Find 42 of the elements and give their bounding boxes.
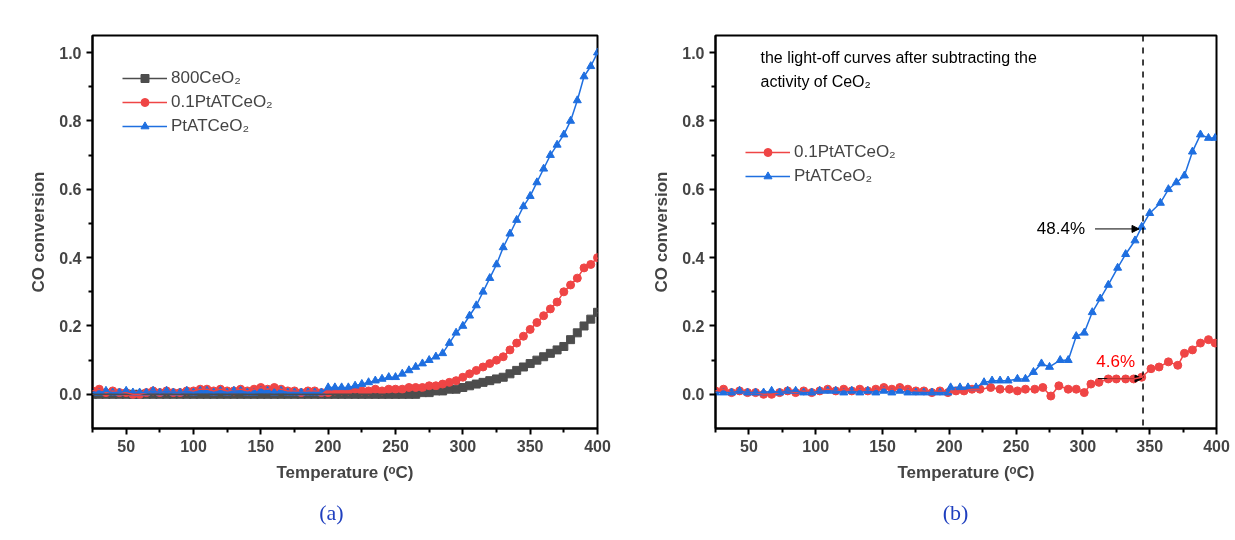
y-tick-label: 0.2	[682, 317, 705, 335]
x-tick-label: 400	[584, 437, 611, 455]
y-tick-label: 0.8	[682, 112, 705, 130]
annotation: 48.4%	[1036, 219, 1086, 239]
x-tick-label: 200	[314, 437, 342, 455]
x-tick-label: 350	[516, 437, 544, 455]
annotation: the light-off curves after subtracting the activity of CeO₂	[760, 49, 1037, 90]
annotation: 4.6%	[1096, 351, 1136, 371]
x-tick-label: 250	[1002, 437, 1030, 455]
y-tick-label: 0.8	[59, 112, 82, 130]
y-tick-label: 0.0	[59, 386, 82, 404]
x-tick-label: 300	[1069, 437, 1097, 455]
y-tick-label: 0.2	[59, 317, 82, 335]
y-tick-label: 1.0	[59, 44, 82, 62]
x-tick-label: 150	[869, 437, 896, 455]
x-tick-label: 150	[247, 437, 275, 455]
y-tick-label: 0.6	[59, 181, 82, 199]
x-tick-label: 350	[1136, 437, 1164, 455]
legend-label: 0.1PtATCeO₂	[171, 92, 273, 112]
x-axis-title: Temperature (ᵒC)	[897, 462, 1035, 482]
y-tick-label: 0.4	[682, 249, 705, 267]
legend-label: PtATCeO₂	[794, 166, 873, 186]
y-tick-label: 1.0	[682, 44, 705, 62]
x-tick-label: 200	[935, 437, 963, 455]
text: (b)	[942, 499, 969, 527]
y-tick-label: 0.4	[59, 249, 82, 267]
x-axis-title: Temperature (ᵒC)	[276, 462, 414, 482]
legend-label: PtATCeO₂	[171, 116, 250, 136]
x-tick-label: 250	[382, 437, 409, 455]
legend-label: 0.1PtATCeO₂	[794, 142, 896, 162]
y-tick-label: 0.0	[682, 386, 705, 404]
y-tick-label: 0.6	[682, 181, 705, 199]
x-tick-label: 400	[1203, 437, 1230, 455]
x-tick-label: 100	[802, 437, 830, 455]
y-axis-title: CO conversion	[652, 171, 672, 293]
text: (a)	[319, 499, 344, 527]
x-tick-label: 50	[117, 437, 136, 455]
x-tick-label: 100	[180, 437, 207, 455]
x-tick-label: 50	[740, 437, 758, 455]
x-tick-label: 300	[449, 437, 477, 455]
legend-label: 800CeO₂	[171, 68, 241, 88]
y-axis-title: CO conversion	[29, 171, 49, 293]
